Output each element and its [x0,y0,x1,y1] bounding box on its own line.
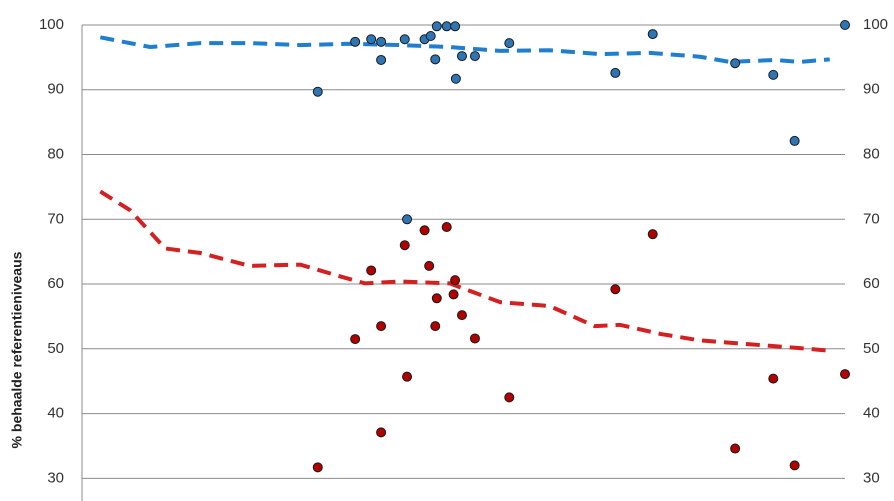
point [366,265,377,276]
point [399,34,410,45]
y2-tick-label: 40 [863,405,880,422]
point [441,21,452,32]
point [469,333,480,344]
y2-tick-label: 30 [863,469,880,486]
y2-tick-label: 100 [863,16,888,33]
point [366,34,377,45]
point [450,275,461,286]
y-tick-label: 30 [47,469,64,486]
point [789,460,800,471]
point [768,373,779,384]
point [312,462,323,473]
y2-tick-label: 70 [863,210,880,227]
point [402,371,413,382]
y2-tick-label: 90 [863,81,880,98]
y-tick-label: 100 [39,16,64,33]
point [456,310,467,321]
y2-tick-label: 60 [863,275,880,292]
point [730,58,741,69]
point [647,229,658,240]
point [450,73,461,84]
y-tick-label: 90 [47,81,64,98]
point [424,260,435,271]
point [425,31,436,42]
point [419,225,430,236]
point [376,36,387,47]
y-tick-label: 70 [47,210,64,227]
y2-tick-label: 80 [863,145,880,162]
point [450,21,461,32]
trend-line [99,189,830,353]
point [610,284,621,295]
point [610,67,621,78]
point [376,321,387,332]
point [402,214,413,225]
point [350,334,361,345]
point [430,54,441,65]
y-tick-label: 50 [47,340,64,357]
point [350,36,361,47]
point [448,289,459,300]
point [504,38,515,49]
point [430,321,441,332]
point [441,222,452,233]
y-tick-label: 60 [47,275,64,292]
point [399,240,410,251]
point [730,443,741,454]
point [768,69,779,80]
point [376,427,387,438]
trend-line [99,35,830,64]
point [376,54,387,65]
y-tick-label: 80 [47,145,64,162]
point [789,135,800,146]
point [647,29,658,40]
point [431,21,442,32]
point [504,392,515,403]
y-axis-label: % behaalde referentieniveaus [9,251,25,448]
point [456,51,467,62]
point [840,20,850,30]
point [312,86,323,97]
point [840,369,850,380]
point [469,51,480,62]
y2-tick-label: 50 [863,340,880,357]
y-tick-label: 40 [47,405,64,422]
point [431,293,442,304]
